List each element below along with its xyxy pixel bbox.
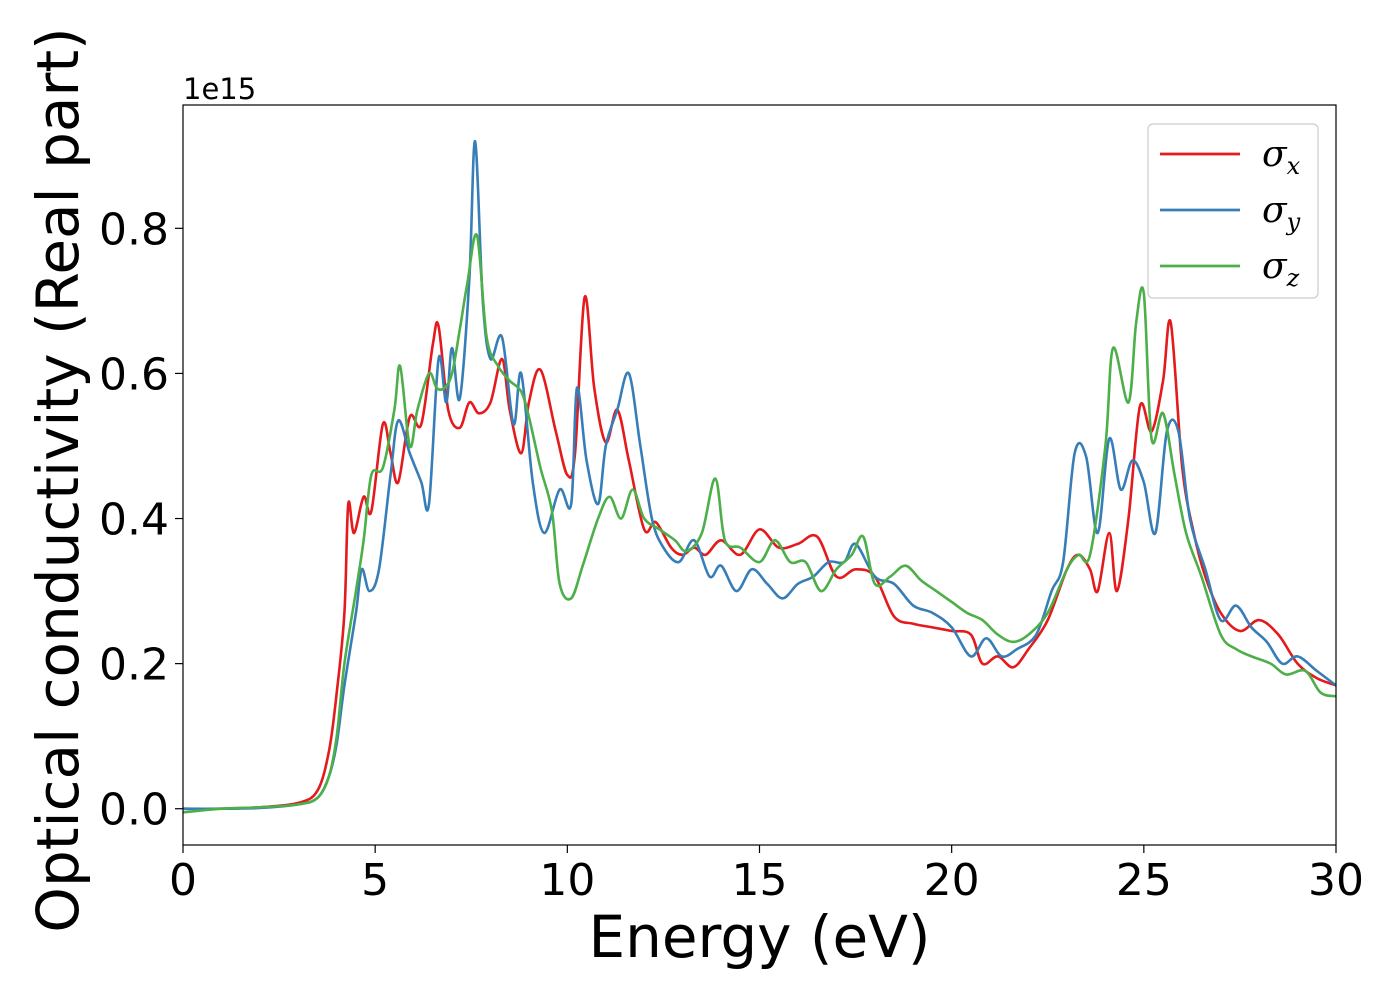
x-tick-label: 5 xyxy=(361,855,389,906)
y-tick-label: 0.2 xyxy=(99,640,169,691)
legend: σx σy σz xyxy=(1147,123,1319,299)
x-tick-label: 20 xyxy=(924,855,980,906)
series-line-z xyxy=(183,233,1336,814)
y-tick-label: 0.8 xyxy=(99,204,169,255)
x-tick-label: 25 xyxy=(1116,855,1172,906)
y-tick-label: 0.6 xyxy=(99,349,169,400)
legend-label-y: σy xyxy=(1262,190,1301,236)
y-offset-label: 1e15 xyxy=(183,72,256,106)
x-tick-label: 10 xyxy=(539,855,595,906)
legend-label-z: σz xyxy=(1262,246,1300,292)
y-axis-title: Optical conductivity (Real part) xyxy=(24,27,92,932)
legend-label-x: σx xyxy=(1262,134,1301,180)
x-tick-label: 15 xyxy=(732,855,788,906)
x-tick-label: 30 xyxy=(1308,855,1364,906)
axes-layer: 0 5 10 15 20 25 30 0.0 0.2 0.4 0.6 0.8 1e15 Energy (e… xyxy=(24,27,1364,971)
x-tick-label: 0 xyxy=(169,855,197,906)
y-tick-label: 0.0 xyxy=(99,785,169,836)
x-axis-title: Energy (eV) xyxy=(588,903,930,971)
series-line-y xyxy=(183,139,1336,811)
y-tick-label: 0.4 xyxy=(99,495,169,546)
series-layer xyxy=(183,139,1336,814)
